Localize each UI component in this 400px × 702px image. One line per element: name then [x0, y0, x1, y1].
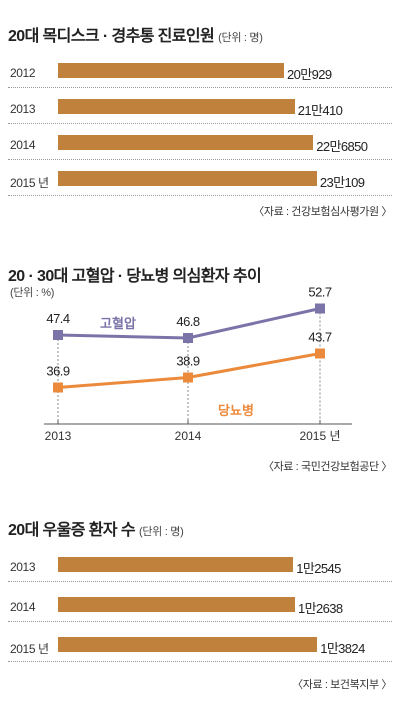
data-point-marker	[53, 330, 63, 340]
row-divider	[8, 195, 392, 196]
category-label: 2015 년	[10, 176, 49, 190]
bar-row: 2012 20만929	[0, 60, 400, 88]
bar-value-label: 23만109	[319, 175, 365, 190]
bar-row: 2014 22만6850	[0, 132, 400, 160]
panel2-title: 20 · 30대 고혈압 · 당뇨병 의심환자 추이	[8, 262, 262, 286]
category-label: 2013	[10, 102, 36, 116]
bar	[58, 99, 295, 114]
bar-row: 2015 년 1만3824	[0, 634, 400, 662]
panel1-title-text: 20대 목디스크 · 경추통 진료인원	[8, 28, 215, 45]
line-chart-hypertension-diabetes: 2013 2014 2015 년 47.4 46.8 52.7 36.9 38.9 43.7 고혈…	[44, 285, 352, 443]
data-value-label: 36.9	[46, 364, 70, 379]
bar-row: 2014 1만2638	[0, 594, 400, 622]
bar	[58, 171, 317, 186]
bar	[58, 135, 314, 150]
row-divider	[8, 123, 392, 124]
bar-value-label: 1만3824	[320, 641, 365, 656]
panel3-title: 20대 우울증 환자 수 (단위 : 명)	[8, 516, 184, 540]
category-label: 2012	[10, 66, 36, 80]
panel2-source: 〈자료 : 국민건강보험공단 〉	[262, 461, 392, 473]
category-label: 2013	[10, 560, 36, 574]
panel3-source: 〈자료 : 보건복지부 〉	[292, 679, 392, 691]
bar-row: 2013 1만2545	[0, 554, 400, 582]
data-value-label: 47.4	[46, 311, 70, 326]
data-point-marker	[315, 348, 325, 359]
bar-row: 2013 21만410	[0, 96, 400, 124]
panel3-title-text: 20대 우울증 환자 수	[8, 522, 136, 539]
bar-value-label: 20만929	[287, 67, 332, 82]
panel1-source: 〈자료 : 건강보험심사평가원 〉	[253, 206, 392, 218]
row-divider	[8, 661, 392, 662]
series-label-diabetes: 당뇨병	[218, 403, 254, 418]
category-label: 2014	[10, 600, 36, 614]
row-divider	[8, 581, 392, 582]
data-point-marker	[315, 303, 325, 314]
panel3-unit: (단위 : 명)	[138, 526, 184, 538]
bar	[58, 597, 295, 612]
bar	[58, 637, 318, 652]
bar-value-label: 1만2545	[296, 561, 341, 576]
row-divider	[8, 621, 392, 622]
data-point-marker	[53, 382, 63, 393]
row-divider	[8, 87, 392, 88]
bar	[58, 63, 285, 78]
data-point-marker	[183, 372, 193, 383]
x-tick-label: 2013	[45, 429, 72, 443]
panel1-title: 20대 목디스크 · 경추통 진료인원 (단위 : 명)	[8, 22, 263, 46]
bar-value-label: 1만2638	[297, 601, 343, 616]
data-value-label: 52.7	[308, 285, 332, 300]
panel1-unit: (단위 : 명)	[218, 32, 263, 44]
category-label: 2015 년	[10, 642, 49, 656]
bar-value-label: 22만6850	[316, 139, 368, 154]
panel2-title-text: 20 · 30대 고혈압 · 당뇨병 의심환자 추이	[8, 268, 262, 285]
panel-depression: 20대 우울증 환자 수 (단위 : 명) 2013 1만2545 2014 1만263…	[0, 480, 400, 702]
bar	[58, 557, 294, 572]
series-label-hypertension: 고혈압	[100, 316, 136, 331]
panel-hypertension-diabetes: 20 · 30대 고혈압 · 당뇨병 의심환자 추이 (단위 : %) 2013…	[0, 232, 400, 480]
bar-row: 2015 년 23만109	[0, 168, 400, 196]
category-label: 2014	[10, 138, 36, 152]
x-tick-label: 2015 년	[299, 429, 340, 443]
panel2-unit: (단위 : %)	[10, 287, 55, 299]
data-point-marker	[183, 333, 193, 343]
bar-value-label: 21만410	[297, 103, 343, 118]
data-value-label: 43.7	[308, 330, 332, 345]
row-divider	[8, 159, 392, 160]
x-tick-label: 2014	[175, 429, 202, 443]
data-value-label: 38.9	[176, 354, 200, 369]
data-value-label: 46.8	[176, 314, 200, 329]
panel-neck-disc: 20대 목디스크 · 경추통 진료인원 (단위 : 명) 2012 20만929 20…	[0, 0, 400, 232]
